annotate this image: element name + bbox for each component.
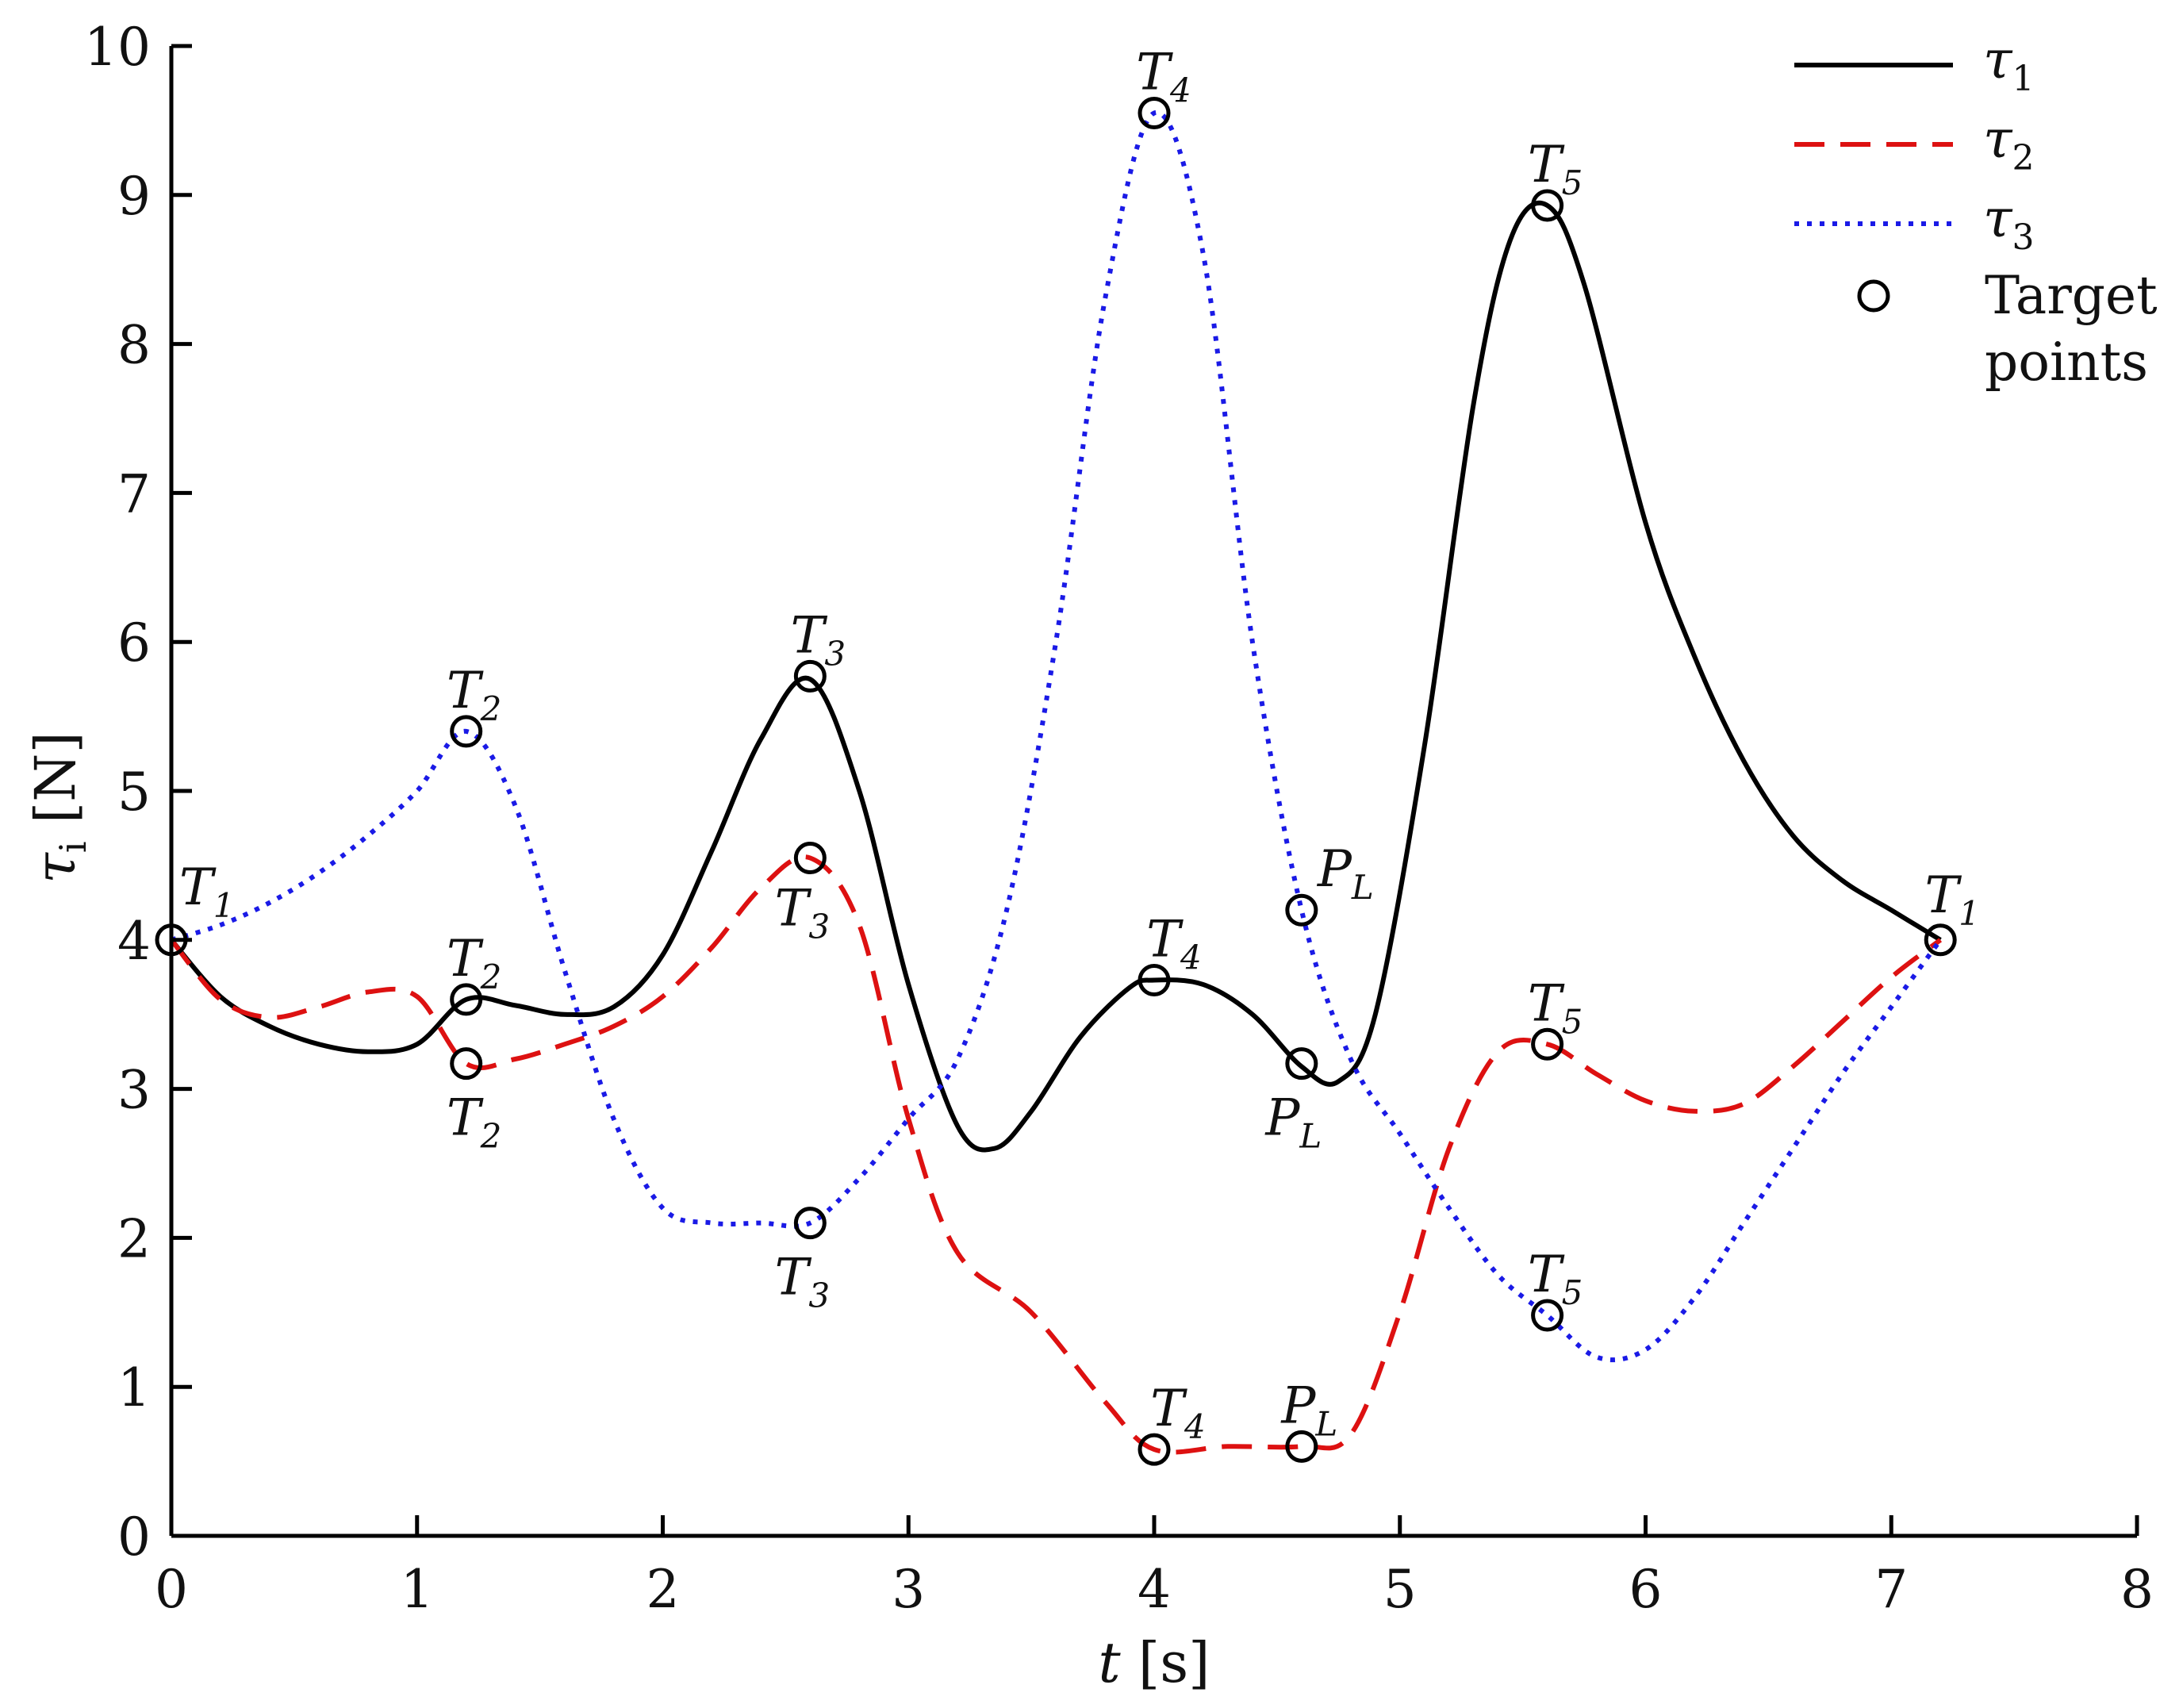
target-point-marker [1138, 97, 1171, 130]
target-points-layer [155, 97, 1957, 1466]
x-tick-label: 3 [892, 1559, 925, 1620]
target-point-marker [1531, 1027, 1564, 1061]
legend-label-tau1: τ1 [1983, 29, 2035, 99]
annotation-layer: T1 T2 T2 T2 T3 T3 T3 T4 T4 T4 PL PL PL T5 T5 T5 T1 [179, 44, 1980, 1447]
target-point-label: T1 [1924, 866, 1979, 933]
target-point-label: T3 [775, 880, 830, 946]
target-point-label: T2 [447, 1089, 501, 1156]
target-point-label: PL [1280, 1376, 1337, 1443]
target-point-marker [1138, 964, 1171, 997]
y-tick-label: 4 [117, 911, 151, 972]
y-tick-label: 8 [117, 315, 151, 376]
x-tick-label: 2 [646, 1559, 680, 1620]
target-point-marker [1285, 1430, 1318, 1463]
x-tick-label: 1 [401, 1559, 434, 1620]
target-point-label: PL [1317, 840, 1374, 907]
x-tick-label: 5 [1383, 1559, 1417, 1620]
series-line-tau3 [171, 109, 1943, 1363]
legend-target-marker [1857, 279, 1890, 313]
x-tick-label: 0 [155, 1559, 188, 1620]
y-tick-label: 3 [117, 1060, 151, 1121]
y-tick-label: 7 [117, 463, 151, 524]
target-point-marker [450, 983, 483, 1016]
target-point-marker [450, 715, 483, 748]
series-layer [169, 109, 1943, 1455]
target-point-marker [793, 659, 827, 693]
target-point-label: T2 [447, 662, 501, 728]
series-line-tau2 [169, 854, 1943, 1455]
target-point-label: T4 [1146, 911, 1201, 977]
x-tick-label: 7 [1874, 1559, 1908, 1620]
target-point-label: T3 [791, 606, 846, 673]
target-point-label: T5 [1528, 1245, 1583, 1312]
target-point-marker [793, 842, 827, 875]
target-point-marker [1531, 189, 1564, 222]
target-point-label: T1 [179, 858, 234, 925]
y-axis-title: τi [N] [23, 731, 94, 884]
x-tick-label: 8 [2120, 1559, 2154, 1620]
series-line-tau1 [169, 200, 1942, 1153]
target-point-label: T5 [1528, 974, 1583, 1041]
legend-label-tau3: τ3 [1983, 188, 2035, 258]
y-tick-label: 0 [117, 1506, 151, 1568]
y-tick-label: 9 [117, 166, 151, 227]
y-tick-label: 5 [117, 762, 151, 823]
y-ticks: 0 1 2 3 4 5 6 7 8 9 10 [84, 17, 192, 1568]
x-ticks: 0 1 2 3 4 5 6 7 8 [155, 1515, 2154, 1620]
target-point-marker [1531, 1299, 1564, 1332]
legend-label-target-points: Target [1985, 265, 2158, 326]
target-point-marker [793, 1207, 827, 1240]
target-point-label: T4 [1136, 44, 1191, 110]
x-axis-title: t [s] [1099, 1630, 1210, 1695]
legend-label-target-points: points [1985, 332, 2148, 393]
target-point-marker [1138, 1433, 1171, 1466]
axes: 0 1 2 3 4 5 6 7 8 0 1 2 3 4 5 6 7 8 9 10 t [s] τi [N] [23, 17, 2154, 1695]
target-point-marker [1285, 1047, 1318, 1080]
target-point-marker [1285, 893, 1318, 927]
y-tick-label: 6 [117, 612, 151, 674]
y-tick-label: 1 [117, 1357, 151, 1418]
target-point-label: PL [1264, 1089, 1322, 1156]
x-tick-label: 6 [1629, 1559, 1663, 1620]
x-tick-label: 4 [1138, 1559, 1171, 1620]
target-point-label: T5 [1528, 136, 1583, 202]
target-point-label: T3 [775, 1249, 830, 1315]
y-tick-label: 2 [117, 1208, 151, 1269]
target-point-marker [450, 1047, 483, 1080]
legend-label-tau2: τ2 [1983, 109, 2035, 178]
target-point-marker [1924, 923, 1957, 957]
target-point-label: T2 [447, 930, 501, 996]
target-point-label: T4 [1150, 1380, 1205, 1446]
y-tick-label: 10 [84, 17, 151, 78]
